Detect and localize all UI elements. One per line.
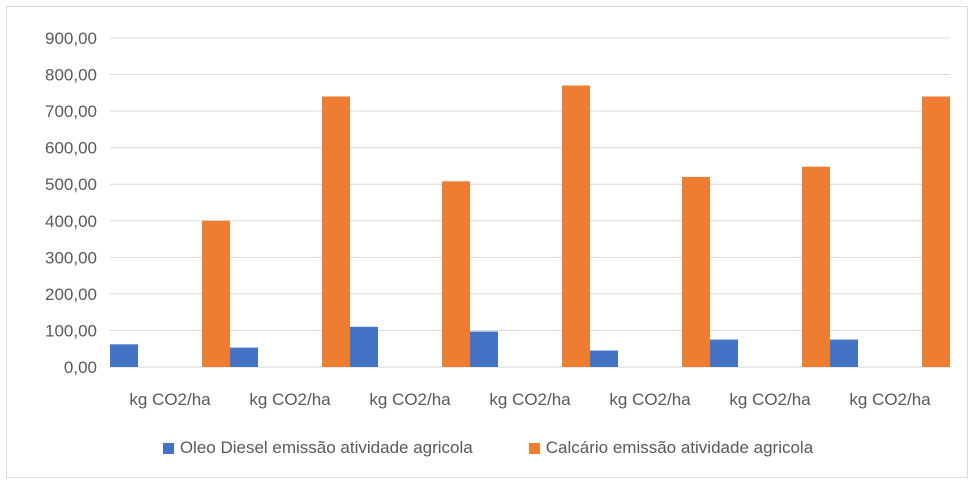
y-tick-label: 600,00 xyxy=(45,139,97,158)
legend-item-calcario: Calcário emissão atividade agricola xyxy=(528,438,814,458)
bar-diesel xyxy=(470,331,498,367)
legend-label-diesel: Oleo Diesel emissão atividade agricola xyxy=(179,438,473,457)
y-tick-label: 200,00 xyxy=(45,285,97,304)
bar-calcario xyxy=(802,166,830,367)
x-tick-label: kg CO2/ha xyxy=(129,390,211,409)
legend: Oleo Diesel emissão atividade agricola C… xyxy=(0,438,976,458)
y-tick-label: 800,00 xyxy=(45,66,97,85)
bar-calcario xyxy=(922,96,950,367)
legend-label-calcario: Calcário emissão atividade agricola xyxy=(545,438,814,457)
bars xyxy=(110,85,950,368)
x-tick-label: kg CO2/ha xyxy=(369,390,451,409)
legend-swatch-diesel xyxy=(162,442,174,454)
y-tick-label: 500,00 xyxy=(45,175,97,194)
x-tick-label: kg CO2/ha xyxy=(249,390,331,409)
y-tick-label: 300,00 xyxy=(45,248,97,267)
bar-diesel xyxy=(710,339,738,367)
x-tick-label: kg CO2/ha xyxy=(729,390,811,409)
bar-calcario xyxy=(682,176,710,367)
bar-diesel xyxy=(110,344,138,367)
x-tick-label: kg CO2/ha xyxy=(609,390,691,409)
bar-diesel xyxy=(590,350,618,367)
x-tick-label: kg CO2/ha xyxy=(489,390,571,409)
bar-diesel xyxy=(350,326,378,367)
bar-calcario xyxy=(322,96,350,367)
y-tick-label: 400,00 xyxy=(45,212,97,231)
bar-calcario xyxy=(442,181,470,367)
y-tick-label: 100,00 xyxy=(45,321,97,340)
x-axis-ticks: kg CO2/ha kg CO2/ha kg CO2/ha kg CO2/ha kg C… xyxy=(129,390,931,409)
y-tick-label: 0,00 xyxy=(64,358,97,377)
y-axis-ticks: 0,00 100,00 200,00 300,00 400,00 500,00 600,00… xyxy=(45,29,97,377)
y-tick-label: 900,00 xyxy=(45,29,97,48)
bar-diesel xyxy=(230,347,258,367)
x-tick-label: kg CO2/ha xyxy=(849,390,931,409)
bar-calcario xyxy=(202,220,230,367)
legend-item-diesel: Oleo Diesel emissão atividade agricola xyxy=(162,438,473,458)
bar-calcario xyxy=(562,85,590,368)
bar-diesel xyxy=(830,339,858,367)
legend-swatch-calcario xyxy=(528,442,540,454)
y-tick-label: 700,00 xyxy=(45,102,97,121)
